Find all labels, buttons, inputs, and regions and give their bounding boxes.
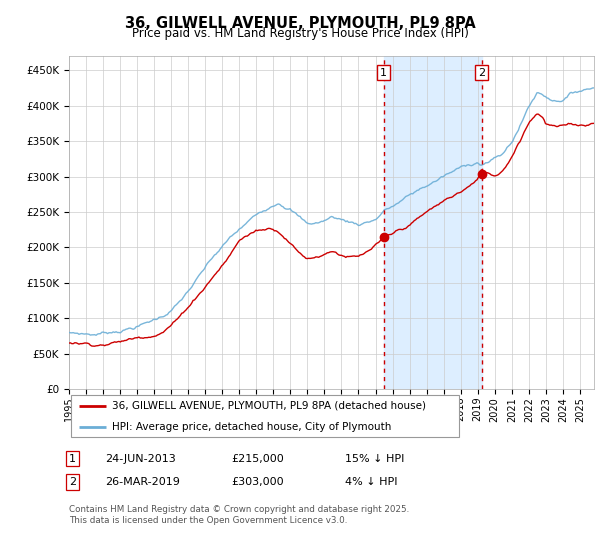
Text: 1: 1 [380, 68, 387, 78]
Text: Contains HM Land Registry data © Crown copyright and database right 2025.
This d: Contains HM Land Registry data © Crown c… [69, 505, 409, 525]
Text: 1: 1 [69, 454, 76, 464]
Text: 26-MAR-2019: 26-MAR-2019 [105, 477, 180, 487]
Text: 36, GILWELL AVENUE, PLYMOUTH, PL9 8PA (detached house): 36, GILWELL AVENUE, PLYMOUTH, PL9 8PA (d… [112, 400, 426, 410]
Bar [383, 56, 482, 389]
Text: £303,000: £303,000 [231, 477, 284, 487]
Text: 4% ↓ HPI: 4% ↓ HPI [345, 477, 398, 487]
Text: HPI: Average price, detached house, City of Plymouth: HPI: Average price, detached house, City… [112, 422, 392, 432]
FancyBboxPatch shape [71, 395, 459, 437]
Text: 36, GILWELL AVENUE, PLYMOUTH, PL9 8PA: 36, GILWELL AVENUE, PLYMOUTH, PL9 8PA [125, 16, 475, 31]
Text: Price paid vs. HM Land Registry's House Price Index (HPI): Price paid vs. HM Land Registry's House … [131, 27, 469, 40]
Text: 2: 2 [478, 68, 485, 78]
Text: 24-JUN-2013: 24-JUN-2013 [105, 454, 176, 464]
Text: £215,000: £215,000 [231, 454, 284, 464]
Text: 2: 2 [69, 477, 76, 487]
Text: 15% ↓ HPI: 15% ↓ HPI [345, 454, 404, 464]
